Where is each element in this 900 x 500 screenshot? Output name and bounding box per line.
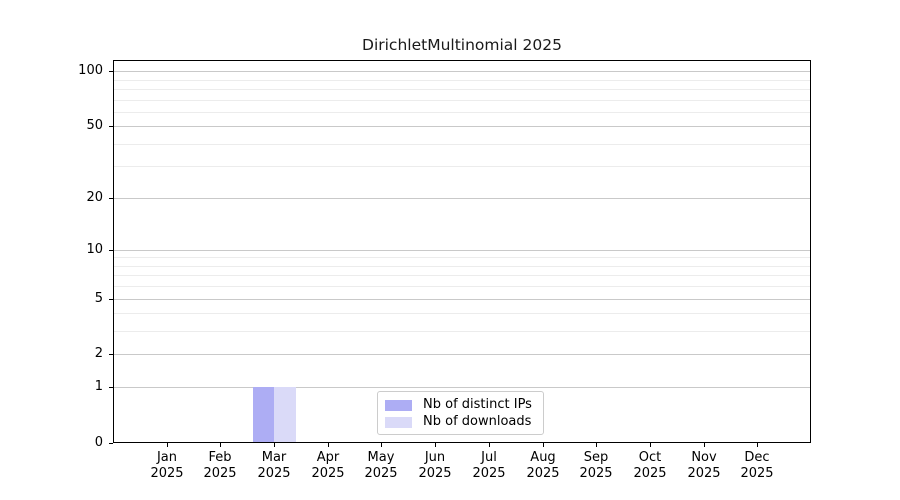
xtick-label-feb-2025: Feb 2025 bbox=[203, 450, 237, 481]
legend-swatch-icon bbox=[385, 416, 412, 428]
legend-row-nb-of-distinct-ips: Nb of distinct IPs bbox=[385, 397, 536, 413]
ytick-label-50: 50 bbox=[86, 118, 103, 133]
xtick-label-nov-2025: Nov 2025 bbox=[687, 450, 721, 481]
ytick-label-1: 1 bbox=[94, 379, 103, 394]
xtick-label-oct-2025: Oct 2025 bbox=[633, 450, 667, 481]
legend-label: Nb of downloads bbox=[423, 414, 532, 429]
xtick-label-dec-2025: Dec 2025 bbox=[740, 450, 774, 481]
legend-label: Nb of distinct IPs bbox=[423, 397, 532, 412]
ytick-label-10: 10 bbox=[86, 242, 103, 257]
xtick-label-jul-2025: Jul 2025 bbox=[472, 450, 506, 481]
xtick-label-aug-2025: Aug 2025 bbox=[526, 450, 560, 481]
ytick-label-0: 0 bbox=[94, 435, 103, 450]
xtick-jul-2025 bbox=[489, 443, 490, 447]
xtick-aug-2025 bbox=[543, 443, 544, 447]
xtick-label-mar-2025: Mar 2025 bbox=[257, 450, 291, 481]
xtick-label-apr-2025: Apr 2025 bbox=[311, 450, 345, 481]
xtick-dec-2025 bbox=[757, 443, 758, 447]
ytick-0 bbox=[109, 443, 113, 444]
xtick-label-may-2025: May 2025 bbox=[364, 450, 398, 481]
xtick-jan-2025 bbox=[167, 443, 168, 447]
xtick-jun-2025 bbox=[435, 443, 436, 447]
xtick-mar-2025 bbox=[274, 443, 275, 447]
ytick-label-5: 5 bbox=[94, 291, 103, 306]
xtick-feb-2025 bbox=[220, 443, 221, 447]
xtick-label-jan-2025: Jan 2025 bbox=[150, 450, 184, 481]
plot-area bbox=[113, 60, 811, 443]
legend-swatch-icon bbox=[385, 399, 412, 411]
ytick-label-20: 20 bbox=[86, 190, 103, 205]
ytick-label-100: 100 bbox=[78, 63, 103, 78]
chart-title: DirichletMultinomial 2025 bbox=[362, 36, 562, 54]
legend-row-nb-of-downloads: Nb of downloads bbox=[385, 414, 536, 430]
xtick-label-jun-2025: Jun 2025 bbox=[418, 450, 452, 481]
xtick-label-sep-2025: Sep 2025 bbox=[579, 450, 613, 481]
xtick-sep-2025 bbox=[596, 443, 597, 447]
xtick-apr-2025 bbox=[328, 443, 329, 447]
xtick-oct-2025 bbox=[650, 443, 651, 447]
legend: Nb of distinct IPs Nb of downloads bbox=[377, 391, 544, 435]
xtick-nov-2025 bbox=[704, 443, 705, 447]
xtick-may-2025 bbox=[381, 443, 382, 447]
ytick-label-2: 2 bbox=[94, 346, 103, 361]
